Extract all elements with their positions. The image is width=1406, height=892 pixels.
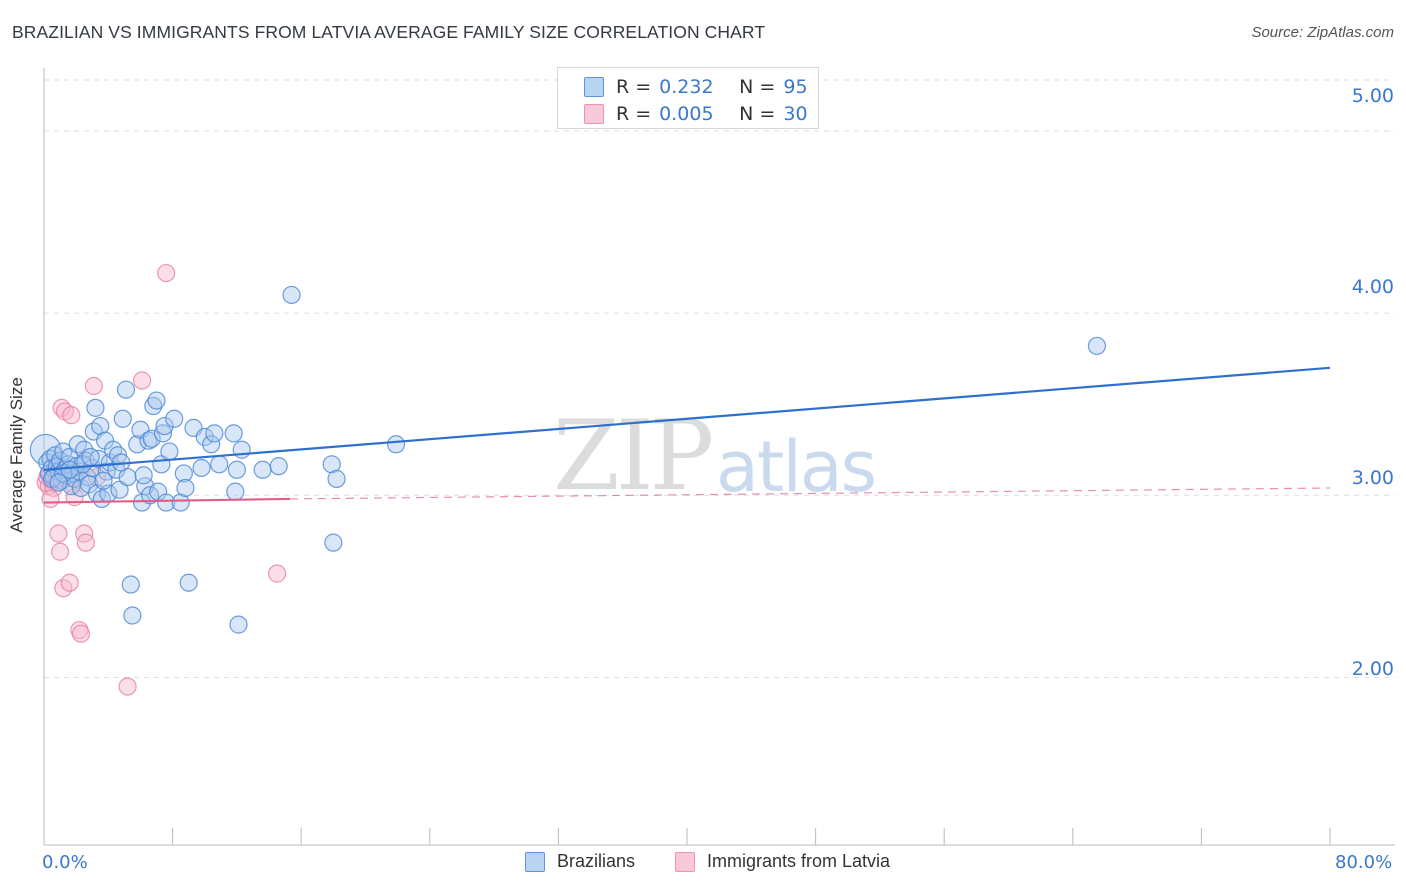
data-point-brazilians [123,606,142,625]
x-tick-label-min: 0.0% [42,852,88,873]
data-point-latvia [50,542,70,561]
n-value: 95 [783,76,808,98]
data-point-latvia [62,406,81,425]
data-point-brazilians [121,575,140,594]
data-point-brazilians [116,380,136,399]
data-point-brazilians [157,493,176,512]
legend-item-brazilians[interactable]: Brazilians [525,851,635,872]
data-point-brazilians [179,573,198,592]
data-point-latvia [71,624,91,643]
data-point-brazilians [324,533,343,552]
data-point-brazilians [153,424,173,443]
data-point-latvia [76,533,95,552]
data-point-brazilians [94,471,113,490]
data-point-brazilians [269,457,288,476]
trend-line-latvia [43,497,290,504]
data-point-brazilians [171,493,190,512]
data-point-brazilians [282,285,301,305]
data-point-brazilians [386,435,406,454]
y-tick-label-2: 2.00 [1351,658,1394,680]
data-point-latvia [132,371,152,390]
trend-line-brazilians [43,366,1331,471]
series-legend: Brazilians Immigrants from Latvia [0,851,1406,877]
data-point-brazilians [174,464,193,483]
data-point-brazilians [227,460,246,479]
data-point-brazilians [113,409,132,428]
data-point-brazilians [226,482,245,501]
data-point-latvia [60,573,79,592]
data-point-brazilians [192,458,211,478]
data-point-brazilians [91,416,110,436]
data-point-brazilians [224,424,243,443]
data-point-brazilians [144,396,163,416]
data-point-brazilians [142,429,161,448]
data-point-brazilians [327,469,346,488]
data-point-brazilians [232,440,251,459]
data-point-latvia [157,263,176,283]
x-tick-label-max: 80.0% [1335,852,1393,873]
y-tick-label-5: 5.00 [1351,85,1394,107]
data-point-brazilians [147,391,166,410]
data-point-brazilians [86,398,105,417]
data-point-brazilians [1087,336,1107,356]
n-value: 30 [783,103,808,125]
stats-legend-row-latvia: R = 0.005 N = 30 [584,101,808,127]
stats-legend: R = 0.232 N = 95 R = 0.005 N = 30 [557,67,819,129]
trend-lines [43,366,1331,504]
y-tick-label-3: 3.00 [1351,467,1394,489]
scatter-points [29,263,1107,696]
n-key: N = [739,76,776,98]
data-point-latvia [84,376,103,396]
n-key: N = [739,103,776,125]
data-point-brazilians [202,435,221,454]
data-point-brazilians [134,466,153,485]
y-axis-label: Average Family Size [7,377,26,533]
data-point-latvia [267,564,287,583]
r-key: R = [616,103,652,125]
data-point-brazilians [229,615,248,634]
data-point-brazilians [195,427,214,447]
data-point-brazilians [81,447,100,467]
legend-label-brazilians: Brazilians [557,851,636,871]
data-point-brazilians [49,473,68,492]
axes [43,68,1395,846]
trend-line-dashed-latvia [289,487,1331,500]
blue-swatch-icon [525,851,545,872]
legend-label-latvia: Immigrants from Latvia [707,851,891,871]
data-point-latvia [75,524,94,543]
data-point-latvia [118,677,137,696]
y-tick-label-4: 4.00 [1351,276,1394,298]
data-point-brazilians [322,455,341,474]
data-point-latvia [41,489,60,509]
data-point-brazilians [210,455,229,474]
data-point-brazilians [139,431,158,450]
data-point-brazilians [253,460,272,479]
data-point-brazilians [160,442,179,461]
data-point-brazilians [60,460,79,479]
pink-swatch-icon [584,104,604,124]
r-key: R = [616,76,652,98]
pink-swatch-icon [675,851,695,872]
data-point-latvia [49,524,68,543]
chart-title: BRAZILIAN VS IMMIGRANTS FROM LATVIA AVER… [12,22,766,42]
data-point-brazilians [205,424,224,443]
r-value: 0.232 [659,76,714,98]
data-point-brazilians [176,478,195,498]
data-point-brazilians [165,409,184,428]
data-point-brazilians [155,416,174,436]
stats-legend-row-brazilians: R = 0.232 N = 95 [584,74,808,100]
chart-source: Source: ZipAtlas.com [1251,24,1394,41]
blue-swatch-icon [584,77,604,97]
r-value: 0.005 [659,103,714,125]
legend-item-latvia[interactable]: Immigrants from Latvia [675,851,890,872]
